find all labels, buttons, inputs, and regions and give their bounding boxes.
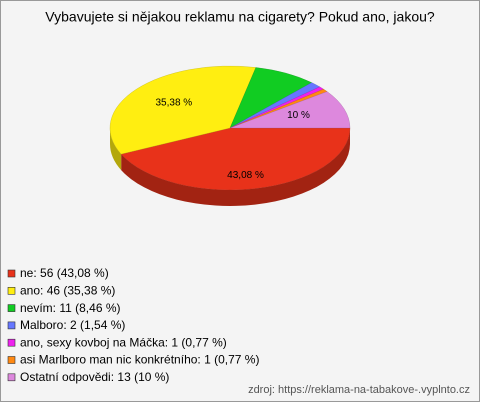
- chart-title: Vybavujete si nějakou reklamu na cigaret…: [45, 9, 435, 25]
- legend-label: nevím: 11 (8,46 %): [20, 301, 121, 315]
- value-label: 43,08 %: [227, 170, 264, 181]
- legend-label: ne: 56 (43,08 %): [20, 266, 109, 280]
- legend-swatch: [7, 338, 16, 347]
- legend-swatch: [7, 373, 16, 382]
- legend-label: Ostatní odpovědi: 13 (10 %): [20, 370, 169, 384]
- legend-swatch: [7, 356, 16, 364]
- slice-side: [110, 128, 122, 171]
- legend-swatch: [7, 321, 16, 330]
- legend-swatch: [7, 269, 16, 278]
- legend-label: asi Marlboro man nic konkrétního: 1 (0,7…: [20, 353, 259, 367]
- value-label: 35,38 %: [156, 97, 193, 108]
- legend-label: ano, sexy kovboj na Máčka: 1 (0,77 %): [20, 335, 227, 349]
- value-label: 10 %: [287, 110, 310, 121]
- slice: [109, 65, 257, 155]
- legend-swatch: [7, 304, 16, 312]
- legend-label: Malboro: 2 (1,54 %): [20, 318, 125, 332]
- slice: [229, 91, 351, 129]
- slice: [120, 127, 351, 191]
- source: zdroj: https://reklama-na-tabakove-.vypl…: [248, 384, 470, 396]
- legend-swatch: [7, 286, 16, 295]
- slice-side: [121, 128, 350, 206]
- legend-label: ano: 46 (35,38 %): [20, 283, 115, 297]
